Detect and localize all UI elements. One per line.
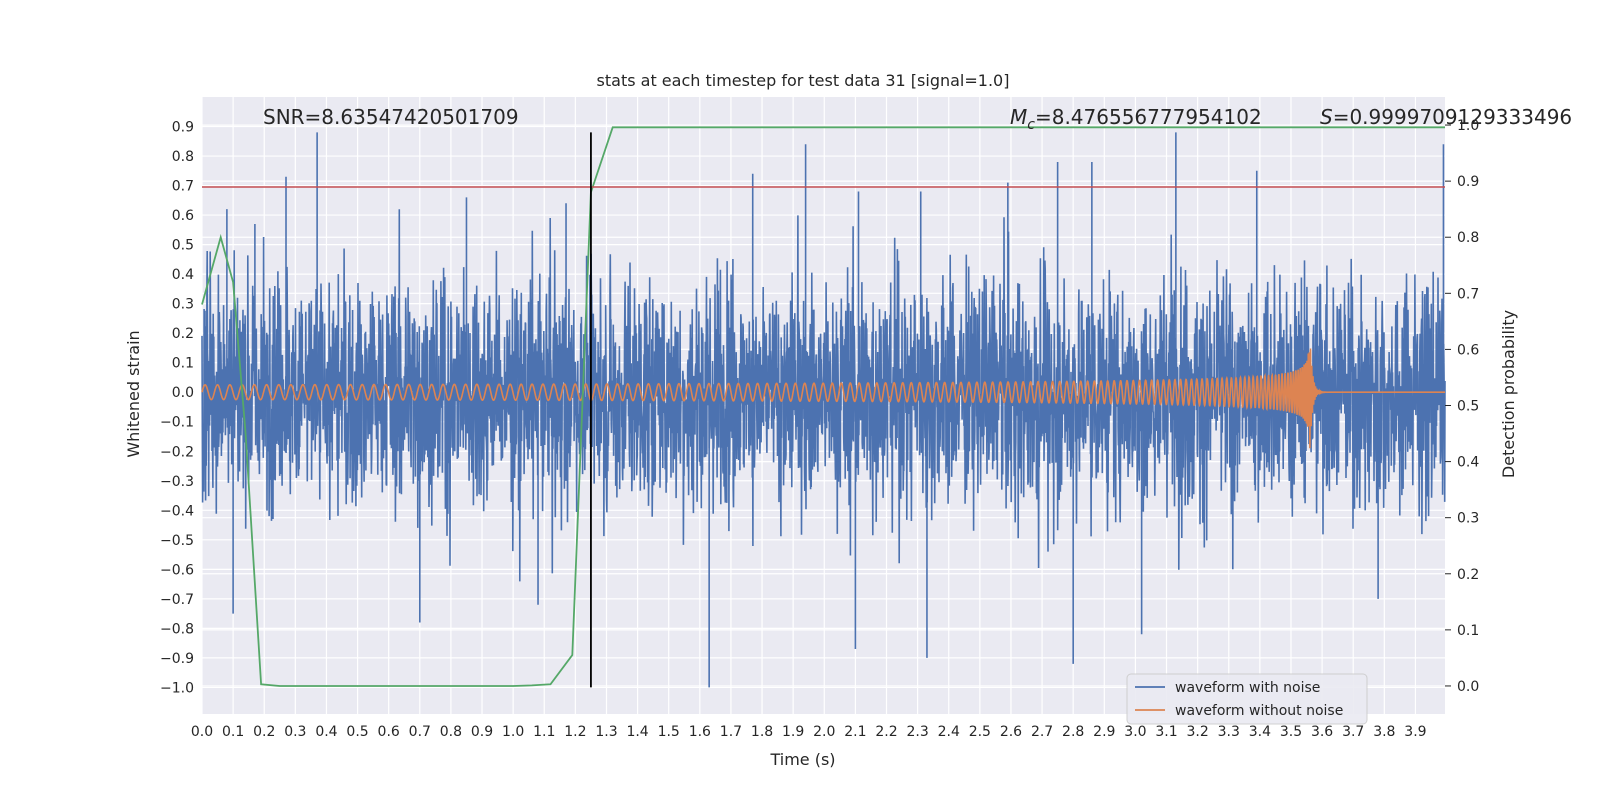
x-tick-label: 0.3 <box>284 724 306 740</box>
noise-line <box>201 209 1446 582</box>
y-tick-label: −0.3 <box>160 474 194 490</box>
x-tick-label: 3.9 <box>1404 724 1426 740</box>
x-tick-label: 3.7 <box>1342 724 1364 740</box>
s-symbol: S <box>1320 105 1333 129</box>
x-tick-label: 1.3 <box>595 724 617 740</box>
y2-tick-label: 0.4 <box>1457 455 1479 471</box>
s-annotation: S=0.9999709129333496 <box>1320 105 1572 129</box>
waveform-without-noise-series <box>201 348 1445 449</box>
y2-tick-label: 0.5 <box>1457 399 1479 415</box>
x-axis-label: Time (s) <box>769 750 835 769</box>
y-axis-label: Whitened strain <box>124 330 143 457</box>
x-tick-label: 3.0 <box>1124 724 1146 740</box>
x-tick-label: 0.7 <box>409 724 431 740</box>
y-tick-label: −0.9 <box>160 651 194 667</box>
x-tick-label: 2.7 <box>1031 724 1053 740</box>
x-tick-label: 2.3 <box>906 724 928 740</box>
x-tick-label: 1.2 <box>564 724 586 740</box>
x-tick-label: 0.2 <box>253 724 275 740</box>
reference-lines <box>202 132 1445 688</box>
y2-tick-label: 0.8 <box>1457 230 1479 246</box>
y2-tick-label: 0.0 <box>1457 679 1479 695</box>
y2-tick-label: 0.3 <box>1457 511 1479 527</box>
legend: waveform with noise waveform without nois… <box>1126 673 1368 725</box>
y2-tick-label: 0.7 <box>1457 286 1479 302</box>
chart-title: stats at each timestep for test data 31 … <box>597 71 1010 90</box>
y-tick-label: −0.2 <box>160 444 194 460</box>
x-tick-label: 0.0 <box>191 724 213 740</box>
x-tick-label: 0.5 <box>346 724 368 740</box>
x-axis-ticks: 0.0 0.1 0.2 0.3 0.4 0.5 0.6 0.7 0.8 0.9 1.0 1.1 1.2 1… <box>191 724 1427 740</box>
x-tick-label: 0.9 <box>471 724 493 740</box>
x-tick-label: 2.0 <box>813 724 835 740</box>
y2-tick-label: 0.2 <box>1457 567 1479 583</box>
y2-tick-label: 0.1 <box>1457 623 1479 639</box>
x-tick-label: 1.1 <box>533 724 555 740</box>
y-tick-label: 0.0 <box>172 385 194 401</box>
y-tick-label: −0.1 <box>160 415 194 431</box>
y-tick-label: 0.4 <box>172 267 194 283</box>
x-tick-label: 1.9 <box>782 724 804 740</box>
probability-line <box>201 126 1445 687</box>
x-tick-label: 2.6 <box>1000 724 1022 740</box>
y2-tick-label: 1.0 <box>1457 118 1479 134</box>
y-tick-label: −1.0 <box>160 680 194 696</box>
chirp-line <box>201 348 1445 449</box>
y-tick-label: −0.7 <box>160 592 194 608</box>
x-tick-label: 0.1 <box>222 724 244 740</box>
detection-probability-series <box>201 126 1445 687</box>
x-tick-label: 1.7 <box>720 724 742 740</box>
chirp-mass-annotation: Mc=8.476556777954102 <box>1010 105 1262 133</box>
x-tick-label: 2.9 <box>1093 724 1115 740</box>
x-tick-label: 1.0 <box>502 724 524 740</box>
x-tick-label: 3.2 <box>1187 724 1209 740</box>
y-tick-label: 0.2 <box>172 326 194 342</box>
x-tick-label: 1.5 <box>658 724 680 740</box>
x-tick-label: 2.2 <box>875 724 897 740</box>
legend-label: waveform with noise <box>1175 680 1320 696</box>
x-tick-label: 2.5 <box>969 724 991 740</box>
y-tick-label: −0.5 <box>160 533 194 549</box>
y-tick-label: 0.5 <box>172 238 194 254</box>
chirp-mass-symbol: M <box>1010 105 1027 129</box>
x-tick-label: 1.4 <box>626 724 648 740</box>
x-tick-label: 3.4 <box>1249 724 1271 740</box>
x-tick-label: 3.6 <box>1311 724 1333 740</box>
x-tick-label: 1.6 <box>689 724 711 740</box>
waveform-with-noise-series <box>201 132 1446 688</box>
x-tick-label: 3.8 <box>1373 724 1395 740</box>
y-tick-label: 0.1 <box>172 356 194 372</box>
y2-axis-ticks: 0.0 0.1 0.2 0.3 0.4 0.5 0.6 0.7 0.8 0.9 1.0 <box>1445 118 1479 695</box>
legend-box <box>1126 673 1368 725</box>
y-tick-label: 0.7 <box>172 179 194 195</box>
snr-annotation: SNR=8.63547420501709 <box>263 105 519 129</box>
y2-tick-label: 0.6 <box>1457 342 1479 358</box>
x-tick-label: 3.3 <box>1218 724 1240 740</box>
y-axis-ticks: 0.9 0.8 0.7 0.6 0.5 0.4 0.3 0.2 0.1 0.0 −0.1 −0.2 −0… <box>160 120 194 697</box>
y2-tick-label: 0.9 <box>1457 174 1479 190</box>
y-tick-label: −0.6 <box>160 562 194 578</box>
x-tick-label: 2.8 <box>1062 724 1084 740</box>
x-tick-label: 0.8 <box>440 724 462 740</box>
x-tick-label: 2.4 <box>938 724 960 740</box>
y-tick-label: 0.6 <box>172 208 194 224</box>
x-tick-label: 2.1 <box>844 724 866 740</box>
y-tick-label: −0.8 <box>160 621 194 637</box>
s-value: =0.9999709129333496 <box>1333 105 1572 129</box>
x-tick-label: 3.5 <box>1280 724 1302 740</box>
y-tick-label: 0.9 <box>172 120 194 136</box>
x-tick-label: 1.8 <box>751 724 773 740</box>
y2-axis-label: Detection probability <box>1499 310 1518 478</box>
x-tick-label: 0.6 <box>378 724 400 740</box>
legend-label: waveform without noise <box>1175 703 1343 719</box>
x-tick-label: 3.1 <box>1155 724 1177 740</box>
y-tick-label: −0.4 <box>160 503 194 519</box>
chirp-mass-subscript: c <box>1027 117 1035 133</box>
x-tick-label: 0.4 <box>315 724 337 740</box>
chirp-mass-value: =8.476556777954102 <box>1035 105 1262 129</box>
y-tick-label: 0.8 <box>172 149 194 165</box>
y-tick-label: 0.3 <box>172 297 194 313</box>
